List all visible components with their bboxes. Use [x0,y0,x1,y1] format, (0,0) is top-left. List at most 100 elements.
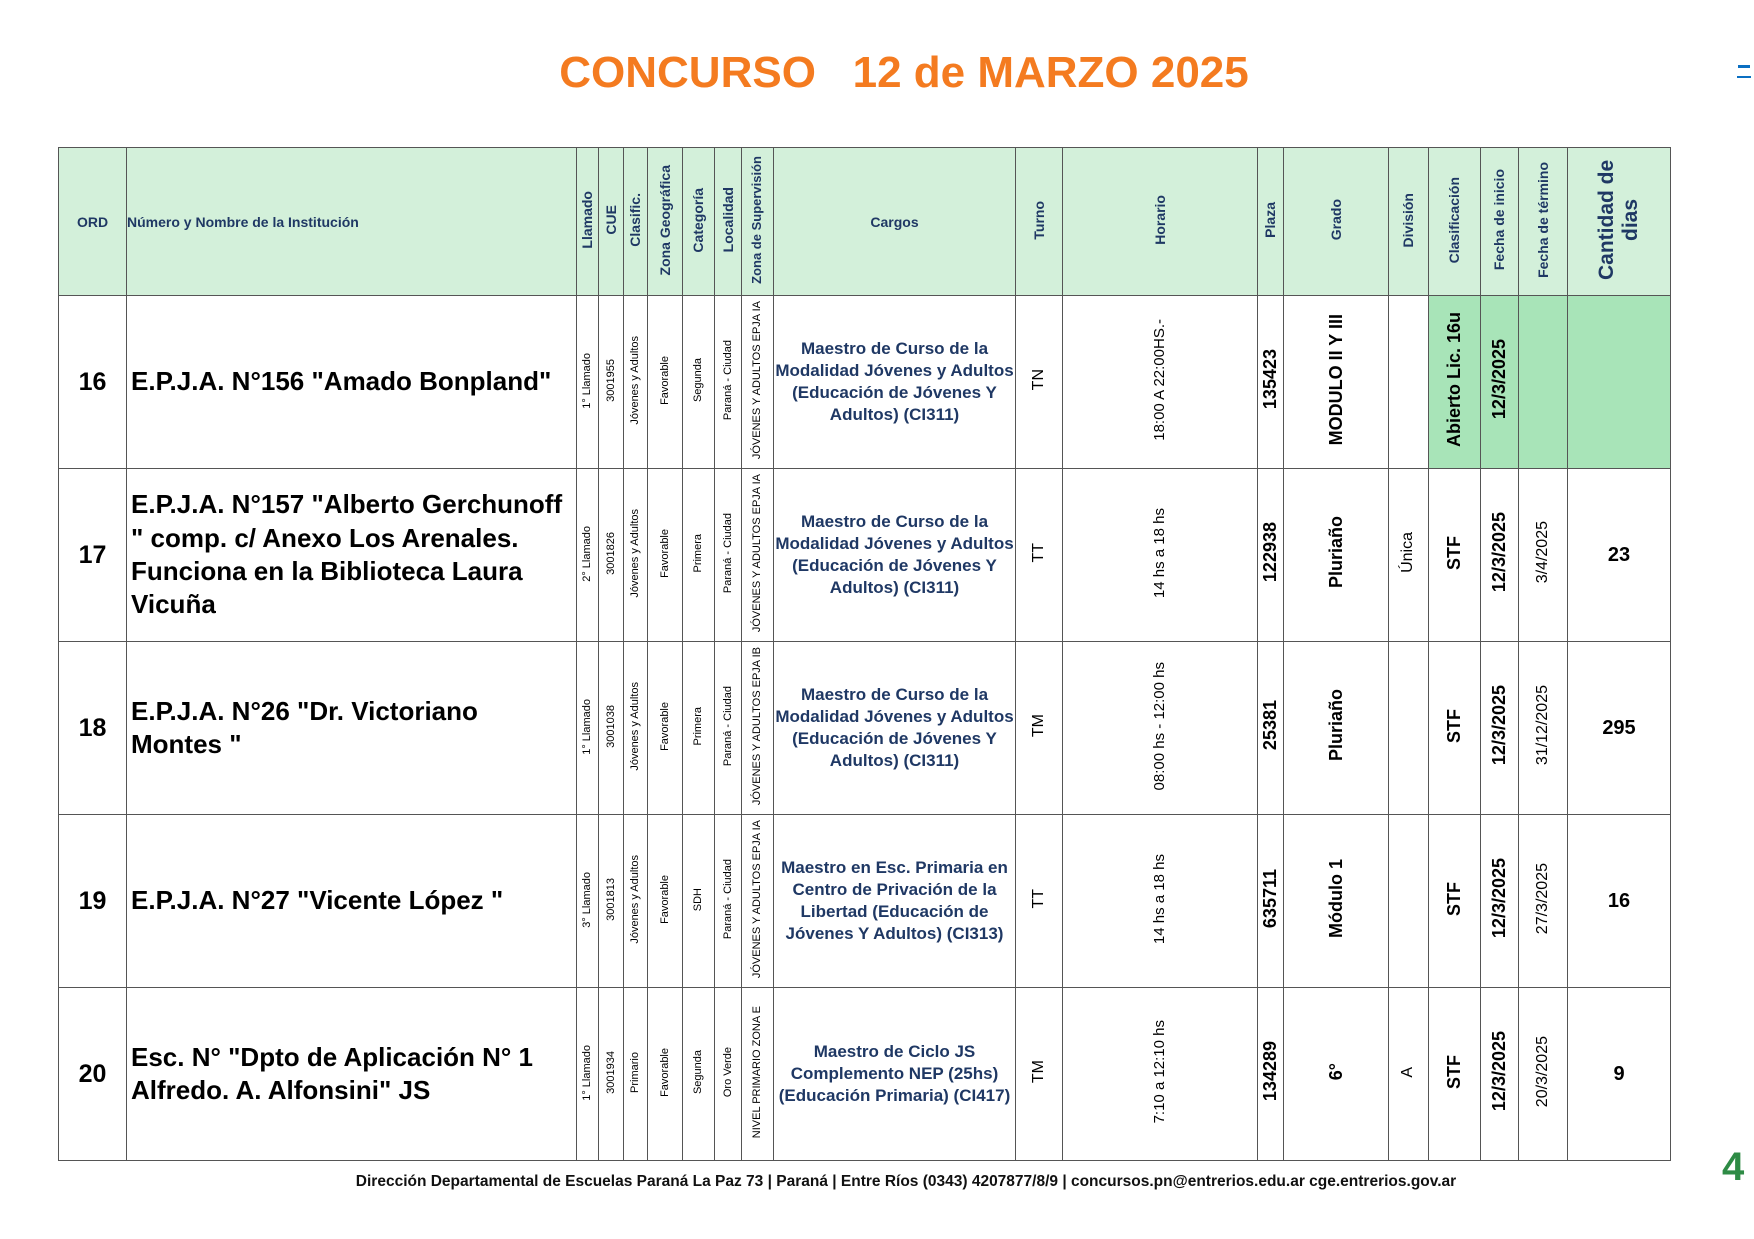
cell-fecha-inicio: 12/3/2025 [1480,814,1519,988]
grado-value: Pluriaño [1325,689,1346,762]
zona-supervision-value: JÓVENES Y ADULTOS EPJA IA [751,301,764,460]
ord-value: 20 [78,1059,107,1088]
cell-categoria: Segunda [682,295,715,469]
fecha-termino-value: 20/3/2025 [1533,1035,1551,1108]
header-horario: Horario [1062,147,1258,296]
grado-value: 6° [1325,1062,1346,1081]
cell-cue: 3001826 [598,468,624,642]
cell-clasific: Jóvenes y Adultos [623,295,648,469]
horario-value: 7:10 a 12:10 hs [1151,1020,1169,1124]
header-cargos: Cargos [773,147,1016,296]
cue-value: 3001813 [604,878,617,921]
cell-cantidad-dias: 295 [1567,641,1671,815]
cell-clasificacion: STF [1428,814,1481,988]
localidad-value: Paraná - Ciudad [721,513,734,594]
header-llamado: Llamado [576,147,599,296]
cell-ord: 19 [58,814,127,988]
header-ord: ORD [58,147,127,296]
table-row: 16 E.P.J.A. N°156 "Amado Bonpland" 1° Llam… [58,295,1671,469]
plaza-value: 134289 [1260,1041,1281,1102]
cell-plaza: 134289 [1257,987,1284,1161]
cell-clasific: Primario [623,987,648,1161]
fecha-inicio-value: 12/3/2025 [1489,512,1510,593]
cell-turno: TM [1015,641,1063,815]
cell-plaza: 25381 [1257,641,1284,815]
header-label: CUE [602,205,619,235]
cell-grado: Módulo 1 [1283,814,1389,988]
cell-zona-geografica: Favorable [647,987,683,1161]
cell-cargos: Maestro de Curso de la Modalidad Jóvenes… [773,641,1016,815]
fecha-termino-value: 3/4/2025 [1533,521,1551,584]
clasificacion-value: STF [1444,708,1465,743]
cell-clasific: Jóvenes y Adultos [623,641,648,815]
header-label: ORD [76,213,109,230]
cantidad-dias-value: 16 [1607,889,1631,912]
cell-grado: Pluriaño [1283,641,1389,815]
cell-ord: 16 [58,295,127,469]
cell-fecha-inicio: 12/3/2025 [1480,641,1519,815]
cell-division: A [1388,987,1429,1161]
division-value: Única [1399,532,1417,573]
turno-value: TN [1029,368,1047,391]
cell-localidad: Paraná - Ciudad [714,814,742,988]
header-label: Grado [1327,199,1344,241]
header-cue: CUE [598,147,624,296]
cargos-value: Maestro de Curso de la Modalidad Jóvenes… [775,338,1014,425]
cell-cantidad-dias: 9 [1567,987,1671,1161]
cell-cue: 3001934 [598,987,624,1161]
cell-llamado: 2° Llamado [576,468,599,642]
fecha-inicio-value: 12/3/2025 [1489,858,1510,939]
cargos-value: Maestro en Esc. Primaria en Centro de Pr… [781,857,1008,944]
clasificacion-value: STF [1444,1054,1465,1089]
institucion-value: E.P.J.A. N°156 "Amado Bonpland" [131,366,552,397]
cargos-value: Maestro de Curso de la Modalidad Jóvenes… [775,684,1014,771]
cell-clasificacion: STF [1428,641,1481,815]
categoria-value: Segunda [692,358,705,403]
table-row: 20 Esc. N° "Dpto de Aplicación N° 1 Alfre… [58,987,1671,1161]
header-institucion: Número y Nombre de la Institución [126,147,577,296]
categoria-value: Primera [692,707,705,746]
cantidad-dias-value: 9 [1613,1062,1625,1085]
turno-value: TT [1029,542,1047,563]
cell-zona-geografica: Favorable [647,295,683,469]
cell-zona-supervision: JÓVENES Y ADULTOS EPJA IA [741,295,774,469]
cell-fecha-inicio: 12/3/2025 [1480,468,1519,642]
cargos-value: Maestro de Curso de la Modalidad Jóvenes… [775,511,1014,598]
cell-institucion: E.P.J.A. N°26 "Dr. Victoriano Montes " [126,641,577,815]
cell-llamado: 1° Llamado [576,987,599,1161]
clasificacion-value: Abierto Lic. 16u [1444,311,1465,448]
cell-institucion: E.P.J.A. N°157 "Alberto Gerchunoff " com… [126,468,577,642]
cell-turno: TT [1015,468,1063,642]
zona-supervision-value: JÓVENES Y ADULTOS EPJA IA [751,474,764,633]
cargos-value: Maestro de Ciclo JS Complemento NEP (25h… [778,1041,1011,1106]
header-label: Cargos [870,213,919,230]
cell-ord: 18 [58,641,127,815]
clasificacion-value: STF [1444,535,1465,570]
cell-horario: 18:00 A 22:00HS.- [1062,295,1258,469]
cell-institucion: Esc. N° "Dpto de Aplicación N° 1 Alfredo… [126,987,577,1161]
clasificacion-value: STF [1444,881,1465,916]
cell-categoria: Segunda [682,987,715,1161]
institucion-value: E.P.J.A. N°26 "Dr. Victoriano Montes " [131,695,478,759]
cell-fecha-termino: 20/3/2025 [1518,987,1568,1161]
header-turno: Turno [1015,147,1063,296]
cell-horario: 14 hs a 18 hs [1062,468,1258,642]
clasific-value: Primario [629,1052,642,1093]
fecha-inicio-value: 12/3/2025 [1489,685,1510,766]
cell-division: Única [1388,468,1429,642]
zona-supervision-value: NIVEL PRIMARIO ZONA E [751,1006,764,1139]
cell-clasificacion: STF [1428,468,1481,642]
grado-value: Pluriaño [1325,516,1346,589]
cell-zona-geografica: Favorable [647,641,683,815]
header-label: Clasificación [1446,176,1463,264]
clasific-value: Jóvenes y Adultos [629,682,642,771]
header-label: Localidad [719,187,736,253]
cell-clasific: Jóvenes y Adultos [623,814,648,988]
table-row: 19 E.P.J.A. N°27 "Vicente López " 3° Llama… [58,814,1671,988]
clasific-value: Jóvenes y Adultos [629,336,642,425]
link-mark[interactable] [1738,65,1750,68]
llamado-value: 1° Llamado [581,1044,594,1101]
cue-value: 3001955 [604,359,617,402]
horario-value: 08:00 hs - 12:00 hs [1151,661,1169,791]
zona-geografica-value: Favorable [658,356,671,405]
